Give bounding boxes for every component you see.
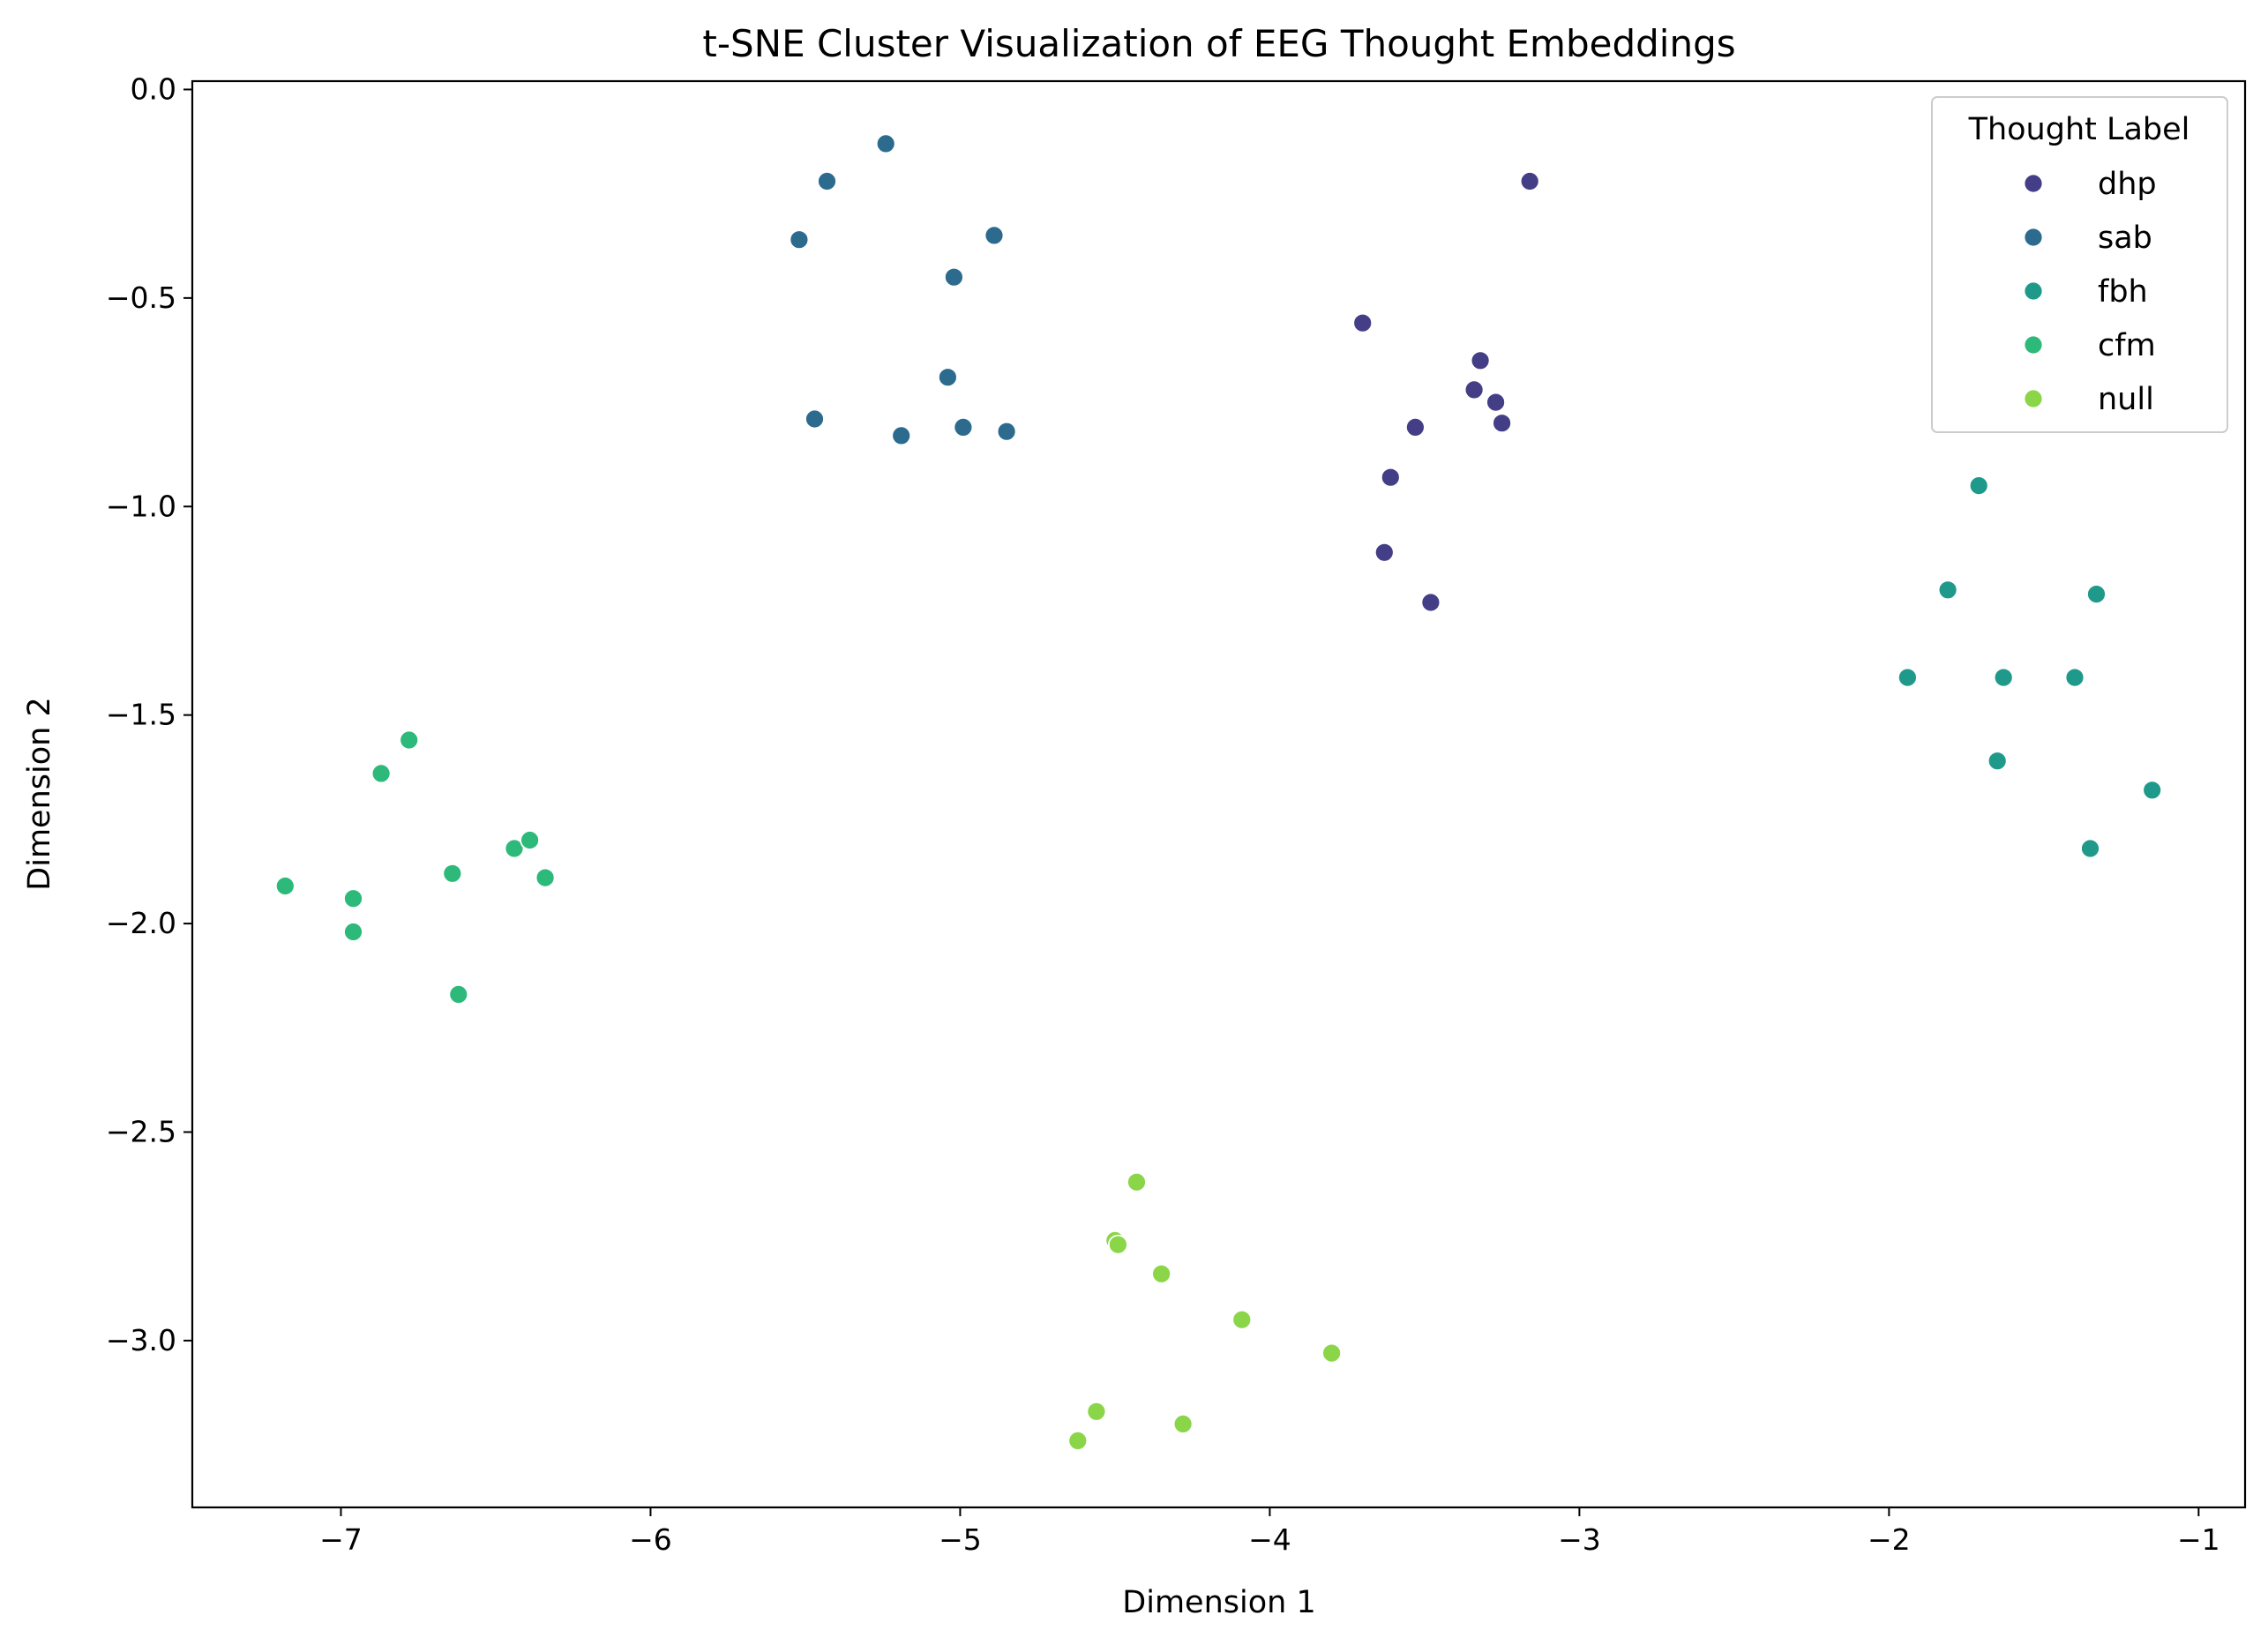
point-fbh-8 [2080,838,2100,859]
x-tick-label: −6 [629,1522,672,1557]
y-axis-label: Dimension 2 [22,697,57,890]
point-dhp-8 [1374,542,1395,563]
y-tick-label: −1.5 [106,698,176,732]
point-cfm-0 [399,729,420,751]
point-cfm-2 [274,876,296,896]
point-fbh-0 [1968,475,1989,496]
y-tick-label: −3.0 [106,1323,176,1357]
point-fbh-3 [1897,667,1918,688]
point-sab-9 [996,421,1017,442]
point-cfm-4 [343,922,363,942]
legend-title: Thought Label [1968,112,2190,147]
legend-label-sab: sab [2098,221,2152,256]
point-cfm-3 [343,888,363,909]
point-sab-4 [944,266,964,288]
y-tick-label: −0.5 [106,280,176,315]
legend-marker-cfm [2023,334,2044,355]
point-dhp-3 [1463,379,1485,400]
point-cfm-5 [442,863,463,884]
chart-title: t-SNE Cluster Visualization of EEG Thoug… [702,22,1735,65]
point-fbh-2 [2086,584,2107,604]
point-dhp-9 [1420,592,1441,613]
point-cfm-9 [448,984,469,1005]
legend-items: dhp sab fbh cfm null [2023,167,2157,417]
point-cfm-1 [371,763,392,784]
point-null-4 [1231,1309,1253,1330]
legend-marker-null [2023,388,2044,409]
legend-label-dhp: dhp [2098,167,2157,202]
legend-label-cfm: cfm [2098,328,2156,363]
y-axis-ticks: 0.0 −0.5 −1.0 −1.5 −2.0 −2.5 −3.0 [106,71,192,1357]
point-sab-6 [805,408,825,430]
point-dhp-5 [1492,413,1512,434]
x-tick-label: −2 [1868,1522,1911,1557]
point-null-8 [1067,1431,1089,1451]
x-tick-label: −3 [1558,1522,1601,1557]
point-dhp-6 [1405,416,1426,437]
legend-label-fbh: fbh [2098,274,2148,310]
point-cfm-6 [504,838,525,859]
point-fbh-6 [1987,751,2008,772]
legend-box [1931,96,2228,433]
y-tick-label: −2.5 [106,1114,176,1148]
point-sab-7 [891,425,912,446]
point-null-6 [1086,1401,1107,1422]
point-fbh-1 [1937,579,1958,601]
point-sab-5 [938,367,958,388]
point-sab-8 [953,416,974,437]
point-dhp-1 [1352,312,1374,333]
point-null-7 [1172,1414,1194,1434]
point-dhp-2 [1470,350,1491,371]
point-sab-2 [789,229,810,250]
x-tick-label: −7 [319,1522,363,1557]
point-null-2 [1108,1234,1128,1255]
point-null-5 [1321,1342,1342,1364]
x-tick-label: −1 [2177,1522,2220,1557]
y-tick-label: −1.0 [106,489,176,523]
point-fbh-4 [1993,667,2014,688]
point-cfm-7 [520,830,540,850]
point-dhp-7 [1380,467,1401,488]
point-sab-1 [817,171,837,191]
x-axis-label: Dimension 1 [1122,1585,1315,1620]
legend-marker-dhp [2023,173,2044,194]
point-null-3 [1151,1263,1171,1284]
x-axis-ticks: −7 −6 −5 −4 −3 −2 −1 [319,1507,2220,1557]
point-dhp-0 [1519,171,1540,191]
x-tick-label: −5 [939,1522,982,1557]
point-cfm-8 [535,867,556,888]
legend-marker-fbh [2023,280,2044,302]
point-sab-0 [875,133,896,154]
point-null-0 [1127,1171,1147,1193]
legend-marker-sab [2023,227,2044,248]
point-fbh-7 [2142,780,2163,801]
data-points [274,133,2163,1451]
legend-label-null: null [2098,382,2154,417]
y-tick-label: −2.0 [106,906,176,940]
plot-frame [191,79,2247,1509]
legend: Thought Label dhp sab fbh cfm null [1931,96,2228,433]
point-fbh-5 [2064,667,2085,688]
y-tick-label: 0.0 [131,71,176,106]
point-sab-3 [984,225,1005,246]
point-dhp-4 [1486,392,1506,413]
x-tick-label: −4 [1248,1522,1291,1557]
